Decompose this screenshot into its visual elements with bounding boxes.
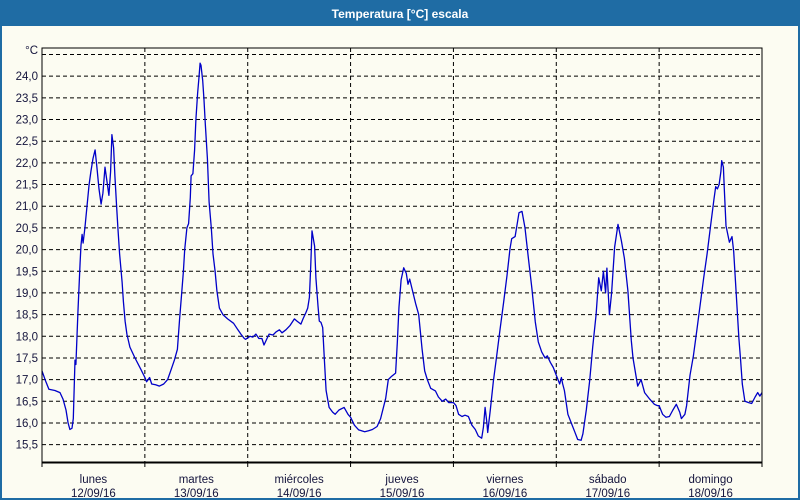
y-axis-label: 19,0 [16, 288, 38, 300]
y-axis-label: 21,0 [16, 201, 38, 213]
y-axis-label: 16,0 [16, 418, 38, 430]
y-axis-label: 16,5 [16, 396, 38, 408]
x-axis-date-label: 16/09/16 [482, 488, 527, 500]
y-axis-label: 21,5 [16, 180, 38, 192]
chart-title: Temperatura [°C] escala [331, 7, 469, 21]
x-axis-date-label: 12/09/16 [71, 488, 116, 500]
y-axis-label: 18,0 [16, 331, 38, 343]
x-axis-day-label: martes [179, 474, 214, 486]
y-axis-label: 22,0 [16, 158, 38, 170]
x-axis-date-label: 13/09/16 [174, 488, 219, 500]
y-axis-label: 18,5 [16, 310, 38, 322]
y-axis-label: 17,0 [16, 375, 38, 387]
y-axis-label: 20,0 [16, 245, 38, 257]
y-axis-label: 19,5 [16, 266, 38, 278]
y-axis-label: 22,5 [16, 136, 38, 148]
y-axis-label: 20,5 [16, 223, 38, 235]
x-axis-date-label: 18/09/16 [688, 488, 733, 500]
title-bar: Temperatura [°C] escala [2, 2, 798, 26]
y-axis-label: 23,0 [16, 115, 38, 127]
plot-border [41, 47, 763, 463]
x-axis-date-label: 15/09/16 [380, 488, 425, 500]
y-axis-unit-label: °C [25, 45, 38, 57]
x-axis-date-label: 17/09/16 [585, 488, 630, 500]
x-axis-day-label: lunes [80, 474, 108, 486]
y-axis-label: 15,5 [16, 440, 38, 452]
x-axis-day-label: jueves [384, 474, 418, 486]
x-axis-day-label: domingo [689, 474, 733, 486]
x-axis-date-label: 14/09/16 [277, 488, 322, 500]
y-axis-label: 23,5 [16, 93, 38, 105]
y-axis-label: 17,5 [16, 353, 38, 365]
x-axis-day-label: sábado [589, 474, 627, 486]
y-axis-label: 24,0 [16, 71, 38, 83]
x-axis-day-label: viernes [486, 474, 523, 486]
x-axis-day-label: miércoles [275, 474, 324, 486]
temperature-line [41, 62, 763, 441]
